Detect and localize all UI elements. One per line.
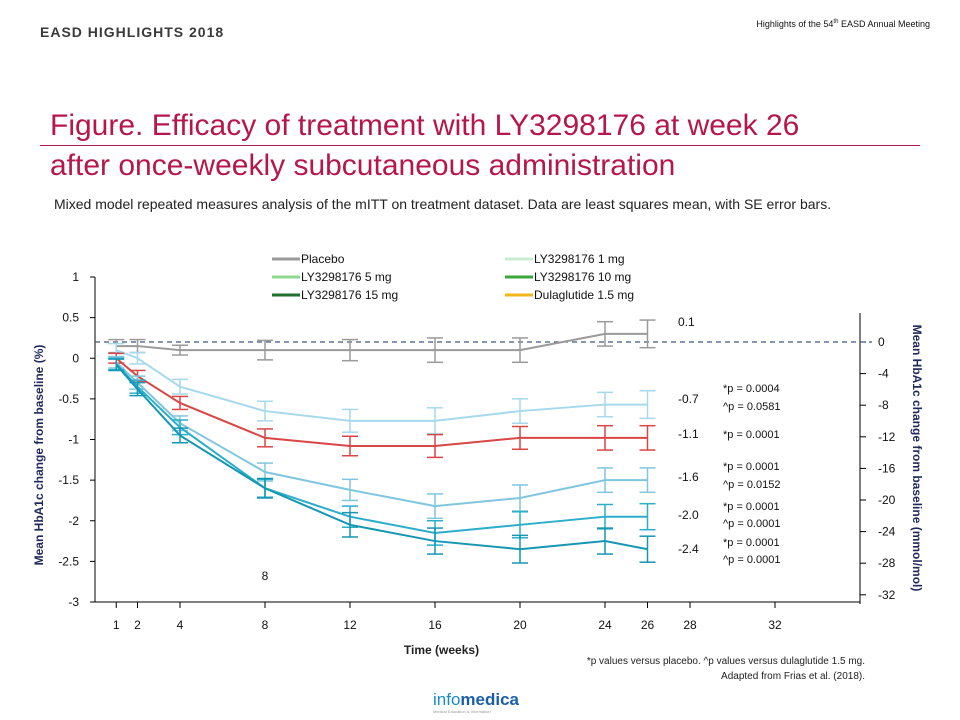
y-right-tick-label: 0 [878, 335, 885, 349]
meeting-caption-sup: th [833, 19, 839, 25]
p-value-label: *p = 0.0001 [723, 501, 780, 513]
title-divider [40, 145, 920, 146]
logo-tagline: Medical Education & Information [433, 709, 491, 714]
legend-label: LY3298176 15 mg [301, 288, 398, 302]
x-tick-label: 32 [768, 618, 782, 632]
p-value-label: ^p = 0.0001 [723, 518, 780, 530]
y-right-tick-label: -16 [878, 461, 896, 475]
series-end-label: 0.1 [678, 315, 695, 329]
y-left-tick-label: -3 [68, 595, 79, 609]
legend-label: Dulaglutide 1.5 mg [534, 288, 634, 302]
infomedica-logo: infomedica Medical Education & Informatio… [433, 690, 520, 714]
x-tick-label: 8 [262, 618, 269, 632]
series-end-label: -0.7 [678, 392, 699, 406]
y-left-tick-label: 0.5 [62, 311, 79, 325]
y-right-tick-label: -4 [878, 367, 889, 381]
x-tick-label: 28 [683, 618, 697, 632]
stray-label: 8 [262, 569, 269, 583]
y-right-tick-label: -32 [878, 588, 896, 602]
y-right-tick-label: -12 [878, 430, 896, 444]
y-left-tick-label: -1.5 [58, 473, 79, 487]
figure-title-line1: Figure. Efficacy of treatment with LY329… [50, 109, 800, 142]
p-value-label: *p = 0.0001 [723, 429, 780, 441]
series-line [115, 361, 648, 508]
meeting-caption: Highlights of the 54th EASD Annual Meeti… [756, 19, 930, 29]
x-tick-label: 26 [641, 618, 655, 632]
y-left-tick-label: -2.5 [58, 554, 79, 568]
y-right-tick-label: -20 [878, 493, 896, 507]
p-value-label: ^p = 0.0152 [723, 479, 780, 491]
x-tick-label: 2 [134, 618, 141, 632]
y-right-tick-label: -28 [878, 556, 896, 570]
footnote-line2: Adapted from Frias et al. (2018). [721, 671, 865, 682]
p-value-label: *p = 0.0004 [723, 383, 780, 395]
meeting-caption-suffix: EASD Annual Meeting [838, 19, 930, 29]
legend-label: LY3298176 1 mg [534, 252, 625, 266]
series-line [115, 364, 648, 551]
p-value-label: ^p = 0.0581 [723, 401, 780, 413]
x-tick-label: 1 [113, 618, 120, 632]
series-end-label: -1.6 [678, 470, 699, 484]
x-tick-label: 20 [513, 618, 527, 632]
footnote: *p values versus placebo. ^p values vers… [587, 654, 865, 684]
y-left-tick-label: -1 [68, 433, 79, 447]
footnote-line1: *p values versus placebo. ^p values vers… [586, 656, 865, 667]
series-end-label: -1.1 [678, 427, 699, 441]
x-tick-label: 12 [343, 618, 357, 632]
y-left-tick-label: 0 [72, 351, 79, 365]
series-end-label: -2.4 [678, 542, 699, 556]
p-value-label: *p = 0.0001 [723, 461, 780, 473]
p-value-label: *p = 0.0001 [723, 537, 780, 549]
x-tick-label: 24 [598, 618, 612, 632]
event-title: EASD HIGHLIGHTS 2018 [40, 24, 225, 40]
x-axis-label: Time (weeks) [404, 643, 479, 657]
legend-label: Placebo [301, 252, 345, 266]
figure-title: Figure. Efficacy of treatment with LY329… [50, 106, 799, 186]
logo-part2: medica [460, 690, 520, 709]
series-line [115, 363, 648, 534]
y-right-tick-label: -24 [878, 525, 896, 539]
y-left-tick-label: -0.5 [58, 392, 79, 406]
legend-label: LY3298176 5 mg [301, 270, 392, 284]
y-axis-label-left: Mean HbA1c change from baseline (%) [32, 345, 46, 566]
y-left-tick-label: 1 [72, 270, 79, 284]
y-axis-label-right: Mean HbA1c change from baseline (mmol/mo… [910, 325, 924, 592]
meeting-caption-prefix: Highlights of the 54 [756, 19, 834, 29]
figure-subtitle: Mixed model repeated measures analysis o… [54, 196, 832, 212]
y-right-tick-label: -8 [878, 398, 889, 412]
x-tick-label: 4 [177, 618, 184, 632]
y-left-tick-label: -2 [68, 514, 79, 528]
p-value-label: ^p = 0.0001 [723, 554, 780, 566]
figure-title-line2: after once-weekly subcutaneous administr… [50, 149, 676, 182]
logo-part1: info [433, 690, 461, 709]
series-end-label: -2.0 [678, 508, 699, 522]
legend-label: LY3298176 10 mg [534, 270, 631, 284]
x-tick-label: 16 [428, 618, 442, 632]
